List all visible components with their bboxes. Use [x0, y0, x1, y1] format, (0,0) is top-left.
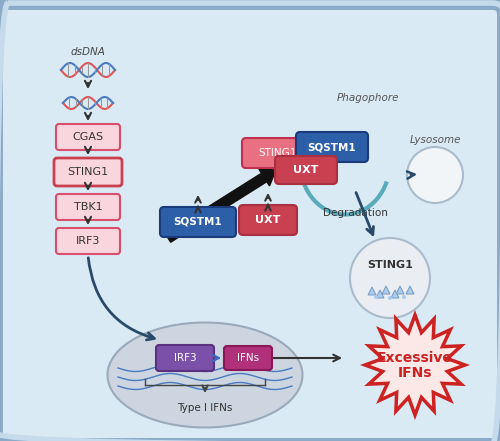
Circle shape [374, 295, 378, 299]
Text: UXT: UXT [256, 215, 280, 225]
Circle shape [402, 295, 406, 299]
FancyBboxPatch shape [156, 345, 214, 371]
Text: SQSTM1: SQSTM1 [308, 142, 356, 152]
Text: Phagophore: Phagophore [337, 93, 399, 103]
Text: dsDNA: dsDNA [70, 47, 106, 57]
Text: TBK1: TBK1 [74, 202, 102, 212]
Text: STING1: STING1 [68, 167, 108, 177]
Polygon shape [368, 287, 376, 295]
FancyBboxPatch shape [296, 132, 368, 162]
FancyBboxPatch shape [160, 207, 236, 237]
FancyBboxPatch shape [242, 138, 314, 168]
Polygon shape [382, 286, 390, 294]
Polygon shape [391, 290, 399, 298]
Text: IFNs: IFNs [237, 353, 259, 363]
FancyBboxPatch shape [54, 158, 122, 186]
Polygon shape [406, 286, 414, 294]
Text: UXT: UXT [294, 165, 318, 175]
Text: SQSTM1: SQSTM1 [174, 217, 222, 227]
Text: IRF3: IRF3 [76, 236, 100, 246]
FancyBboxPatch shape [0, 3, 500, 441]
Text: IRF3: IRF3 [174, 353, 197, 363]
FancyBboxPatch shape [239, 205, 297, 235]
FancyBboxPatch shape [56, 194, 120, 220]
Text: STING1: STING1 [259, 148, 297, 158]
Text: IFNs: IFNs [398, 366, 432, 380]
Text: Degradation: Degradation [322, 208, 388, 218]
Polygon shape [365, 315, 465, 415]
Ellipse shape [108, 322, 302, 427]
FancyArrow shape [166, 169, 276, 242]
FancyBboxPatch shape [224, 346, 272, 370]
Polygon shape [396, 286, 404, 294]
Circle shape [407, 147, 463, 203]
Text: Type I IFNs: Type I IFNs [178, 403, 233, 413]
Text: CGAS: CGAS [72, 132, 104, 142]
Text: Lysosome: Lysosome [409, 135, 461, 145]
Circle shape [388, 296, 392, 300]
FancyBboxPatch shape [56, 124, 120, 150]
Text: Excessive: Excessive [377, 351, 453, 365]
FancyBboxPatch shape [275, 156, 337, 184]
FancyBboxPatch shape [56, 228, 120, 254]
Text: STING1: STING1 [367, 260, 413, 270]
Circle shape [350, 238, 430, 318]
Polygon shape [376, 290, 384, 298]
